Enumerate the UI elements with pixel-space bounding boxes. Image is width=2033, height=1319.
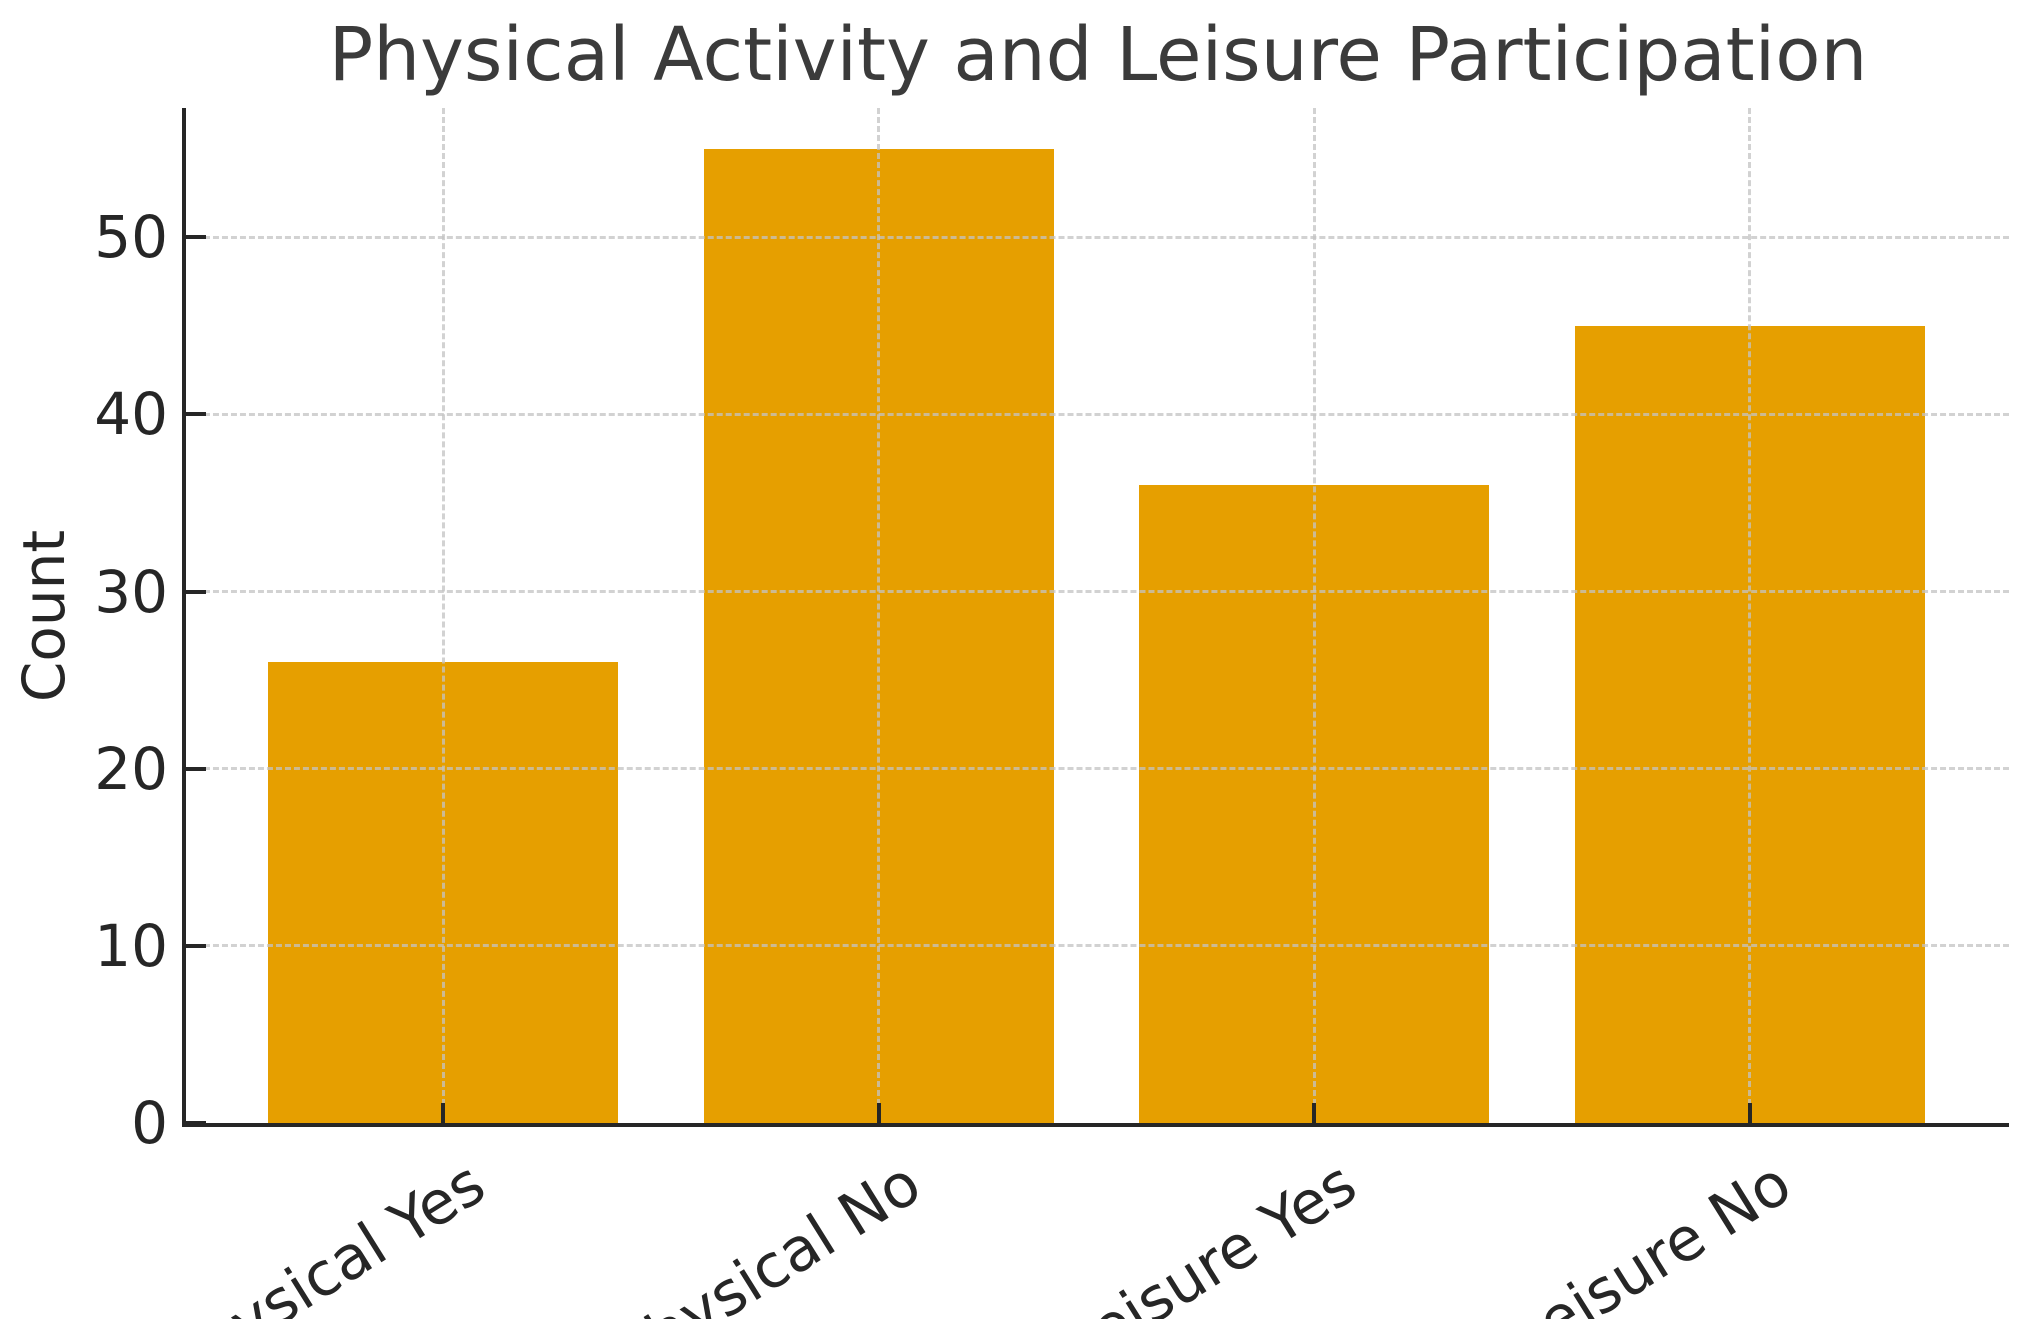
y-tick-mark-50 (186, 235, 206, 240)
y-tick-label-10: 10 (94, 911, 168, 980)
chart-title: Physical Activity and Leisure Participat… (328, 12, 1868, 98)
x-tick-label-physical-yes: Physical Yes (154, 1148, 498, 1319)
gridline-v-physical-yes (441, 108, 445, 1123)
y-tick-mark-30 (186, 589, 206, 594)
x-tick-label-physical-no: Physical No (603, 1148, 933, 1319)
gridline-h-30 (186, 590, 2009, 594)
gridline-h-20 (186, 767, 2009, 771)
y-tick-label-50: 50 (94, 203, 168, 272)
y-tick-mark-40 (186, 412, 206, 417)
x-tick-mark-leisure-no (1747, 1103, 1752, 1123)
gridline-v-physical-no (877, 108, 880, 1123)
x-axis-spine (182, 1123, 2009, 1127)
y-tick-mark-0 (186, 1121, 206, 1125)
gridline-h-50 (186, 235, 2009, 239)
y-tick-label-0: 0 (131, 1089, 168, 1157)
y-tick-mark-10 (186, 943, 206, 948)
x-tick-mark-physical-yes (441, 1103, 445, 1123)
x-tick-label-leisure-no: Leisure No (1498, 1148, 1804, 1319)
x-tick-mark-physical-no (876, 1103, 881, 1123)
gridline-v-leisure-yes (1312, 108, 1316, 1123)
y-axis-spine (182, 108, 186, 1127)
x-tick-label-leisure-yes: Leisure Yes (1049, 1148, 1369, 1319)
y-tick-label-20: 20 (94, 734, 168, 803)
y-tick-mark-20 (186, 766, 206, 771)
x-tick-mark-leisure-yes (1312, 1103, 1316, 1123)
gridline-h-10 (186, 944, 2009, 948)
y-tick-label-30: 30 (94, 557, 168, 626)
gridline-h-40 (186, 412, 2009, 416)
gridline-v-leisure-no (1748, 108, 1751, 1123)
y-tick-label-40: 40 (94, 380, 168, 449)
